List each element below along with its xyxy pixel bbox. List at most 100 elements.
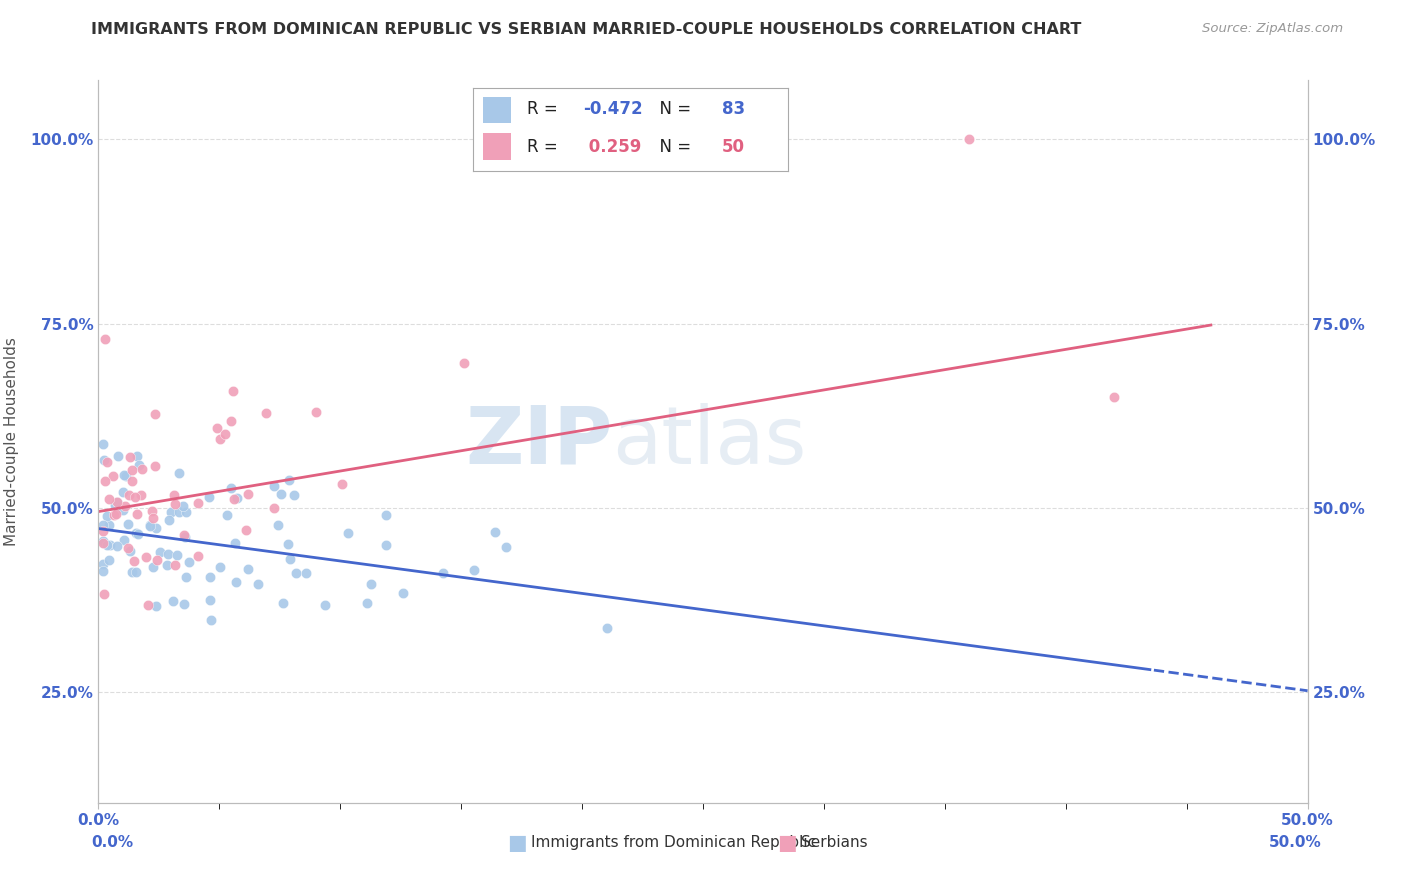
Point: [125, 507, 148, 521]
Point: [278, 473, 301, 487]
Point: [142, 511, 165, 525]
Point: [214, 427, 236, 442]
Point: [117, 516, 139, 531]
Point: [375, 508, 398, 522]
Point: [484, 525, 506, 540]
Point: [136, 598, 159, 612]
Point: [91, 436, 114, 450]
Point: [145, 459, 167, 474]
Point: [131, 462, 153, 476]
Point: [112, 533, 135, 547]
Point: [173, 598, 195, 612]
Point: [179, 555, 201, 569]
Point: [112, 484, 135, 499]
Point: [283, 488, 305, 502]
Point: [114, 469, 136, 483]
Point: [163, 488, 186, 502]
Point: [453, 356, 475, 370]
Point: [226, 491, 249, 505]
Point: [107, 449, 129, 463]
Point: [128, 458, 150, 472]
Point: [103, 508, 125, 523]
Point: [112, 468, 135, 483]
Point: [157, 513, 180, 527]
Point: [93, 453, 115, 467]
Point: [222, 491, 245, 506]
Point: [198, 593, 221, 607]
Text: 50.0%: 50.0%: [1268, 836, 1322, 850]
Point: [96, 538, 118, 552]
Point: [495, 540, 517, 554]
Point: [238, 487, 260, 501]
Point: [463, 563, 485, 577]
Point: [271, 596, 294, 610]
Point: [139, 518, 162, 533]
Point: [104, 498, 127, 512]
Point: [163, 558, 186, 572]
Point: [94, 475, 117, 489]
Point: [198, 570, 221, 584]
Point: [172, 499, 194, 513]
Point: [98, 491, 121, 506]
Point: [432, 566, 454, 580]
Point: [235, 523, 257, 537]
Point: [98, 517, 121, 532]
Point: [105, 495, 128, 509]
Point: [205, 420, 228, 434]
Point: [105, 539, 128, 553]
Point: [224, 535, 246, 549]
Point: [169, 505, 191, 519]
Point: [156, 558, 179, 573]
Point: [93, 536, 115, 550]
Point: [221, 414, 243, 428]
Point: [360, 577, 382, 591]
Point: [270, 487, 292, 501]
Text: ■: ■: [778, 833, 797, 853]
Point: [96, 508, 118, 523]
Point: [957, 132, 980, 146]
Point: [375, 538, 398, 552]
Point: [129, 488, 152, 502]
Point: [163, 497, 186, 511]
Point: [305, 405, 328, 419]
Point: [98, 553, 121, 567]
Point: [143, 408, 166, 422]
Text: Source: ZipAtlas.com: Source: ZipAtlas.com: [1202, 22, 1343, 36]
Point: [197, 490, 219, 504]
Point: [330, 476, 353, 491]
Point: [277, 537, 299, 551]
Point: [254, 406, 277, 420]
Text: ■: ■: [508, 833, 527, 853]
Point: [162, 594, 184, 608]
Point: [125, 565, 148, 579]
Point: [236, 562, 259, 576]
Point: [225, 574, 247, 589]
Point: [91, 557, 114, 571]
Text: 0.0%: 0.0%: [91, 836, 134, 850]
Point: [145, 553, 167, 567]
Point: [174, 530, 197, 544]
Point: [141, 504, 163, 518]
Point: [94, 332, 117, 346]
Point: [120, 450, 142, 465]
Point: [176, 570, 198, 584]
Point: [125, 525, 148, 540]
Point: [149, 545, 172, 559]
Point: [217, 508, 239, 522]
Y-axis label: Married-couple Households: Married-couple Households: [4, 337, 20, 546]
Text: Immigrants from Dominican Republic: Immigrants from Dominican Republic: [531, 836, 817, 850]
Point: [173, 528, 195, 542]
Point: [139, 518, 162, 533]
Point: [187, 496, 209, 510]
Point: [174, 505, 197, 519]
Point: [91, 536, 114, 550]
Point: [1102, 390, 1125, 404]
Point: [96, 455, 118, 469]
Point: [112, 503, 135, 517]
Point: [285, 566, 308, 581]
Point: [392, 586, 415, 600]
Text: atlas: atlas: [613, 402, 807, 481]
Point: [91, 564, 114, 578]
Point: [91, 533, 114, 548]
Point: [91, 518, 114, 533]
